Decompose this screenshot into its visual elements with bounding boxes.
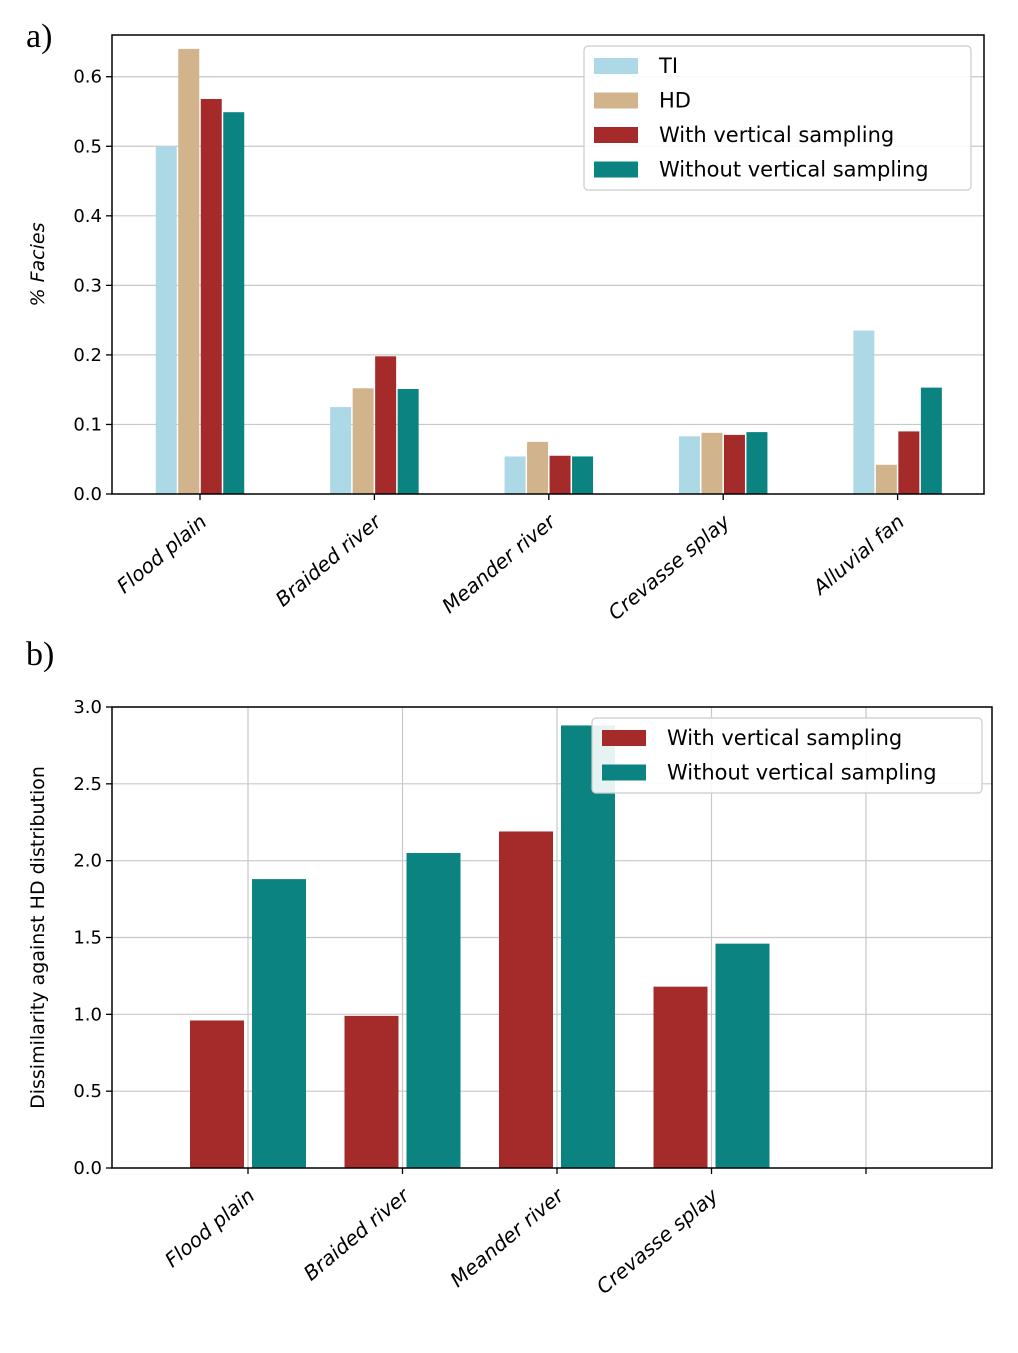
legend-swatch [602, 730, 646, 746]
xtick-label: Flood plain [160, 1183, 259, 1272]
bar-ti [330, 407, 352, 494]
bar-without-vertical-sampling [252, 879, 306, 1168]
plot-frame [111, 34, 985, 495]
ytick-label: 1.5 [73, 928, 102, 949]
bar-with-vertical-sampling [653, 986, 708, 1168]
bar-without-vertical-sampling [561, 725, 615, 1168]
xtick-label: Braided river [271, 508, 387, 611]
bar-hd [352, 388, 374, 494]
panel-a-label: a) [26, 18, 53, 55]
bar-hd [875, 464, 897, 494]
legend-swatch [602, 764, 646, 781]
bar-with-vertical-sampling [723, 434, 745, 494]
ytick-label: 2.5 [73, 774, 102, 795]
legend-label: TI [658, 54, 678, 78]
bar-ti [504, 456, 526, 494]
ytick-label: 0.5 [73, 1081, 102, 1102]
legend-box [591, 717, 983, 794]
legend-label: Without vertical sampling [667, 761, 937, 785]
legend-label: With vertical sampling [659, 123, 894, 147]
bar-with-vertical-sampling [200, 98, 222, 495]
ytick-label: 0.2 [73, 345, 102, 366]
xtick-label: Crevasse splay [603, 509, 735, 625]
bar-without-vertical-sampling [223, 112, 245, 494]
bar-with-vertical-sampling [190, 1020, 244, 1168]
ytick-label: 3.0 [73, 697, 102, 718]
bar-with-vertical-sampling [898, 431, 920, 494]
ytick-label: 1.0 [73, 1004, 102, 1025]
bar-without-vertical-sampling [920, 387, 942, 494]
bar-with-vertical-sampling [499, 831, 553, 1168]
bar-without-vertical-sampling [746, 432, 768, 494]
legend-label: With vertical sampling [667, 726, 902, 750]
bar-with-vertical-sampling [375, 356, 397, 494]
bar-hd [701, 432, 723, 494]
legend-swatch [594, 92, 638, 109]
legend-swatch [594, 127, 638, 143]
legend-box [583, 45, 972, 191]
xtick-label: Alluvial fan [807, 509, 909, 600]
ytick-label: 0.5 [73, 136, 102, 157]
chart-0: 0.0 0.1 0.2 0.3 0.4 0.5 0.6 Flood plain Braided … [27, 34, 985, 625]
bar-hd [527, 441, 549, 494]
ytick-label: 0.6 [73, 67, 102, 88]
ytick-label: 0.1 [73, 414, 102, 435]
panel-b-label: b) [26, 636, 55, 673]
bar-without-vertical-sampling [397, 388, 419, 494]
xtick-label: Flood plain [112, 509, 211, 598]
bar-ti [853, 330, 875, 494]
xtick-label: Crevasse splay [592, 1183, 724, 1299]
plot-frame [111, 706, 993, 1169]
bar-hd [178, 48, 200, 495]
ytick-label: 2.0 [73, 851, 102, 872]
xtick-label: Meander river [437, 508, 561, 618]
xtick-label: Braided river [299, 1182, 415, 1285]
ytick-label: 0.0 [73, 484, 102, 505]
bar-with-vertical-sampling [549, 455, 571, 494]
y-axis-label: Dissimilarity against HD distribution [27, 766, 49, 1109]
ytick-label: 0.3 [73, 275, 102, 296]
legend: With vertical sampling Without vertical s… [591, 717, 983, 794]
bar-ti [678, 436, 700, 494]
legend-swatch [594, 161, 638, 178]
legend: TI HD With vertical sampling Without vertic… [583, 45, 972, 191]
ytick-label: 0.4 [73, 206, 102, 227]
bar-without-vertical-sampling [715, 943, 770, 1168]
legend-label: Without vertical sampling [659, 158, 929, 182]
xtick-label: Meander river [445, 1182, 569, 1292]
bar-without-vertical-sampling [406, 852, 461, 1168]
ytick-label: 0.0 [73, 1158, 102, 1179]
chart-1: 0.0 0.5 1.0 1.5 2.0 2.5 3.0 Flood plain Braided … [27, 697, 993, 1299]
bar-with-vertical-sampling [344, 1015, 399, 1168]
y-axis-label: % Facies [27, 222, 49, 306]
bar-ti [155, 146, 177, 495]
legend-swatch [594, 58, 638, 74]
legend-label: HD [659, 89, 691, 113]
bar-without-vertical-sampling [572, 456, 594, 494]
